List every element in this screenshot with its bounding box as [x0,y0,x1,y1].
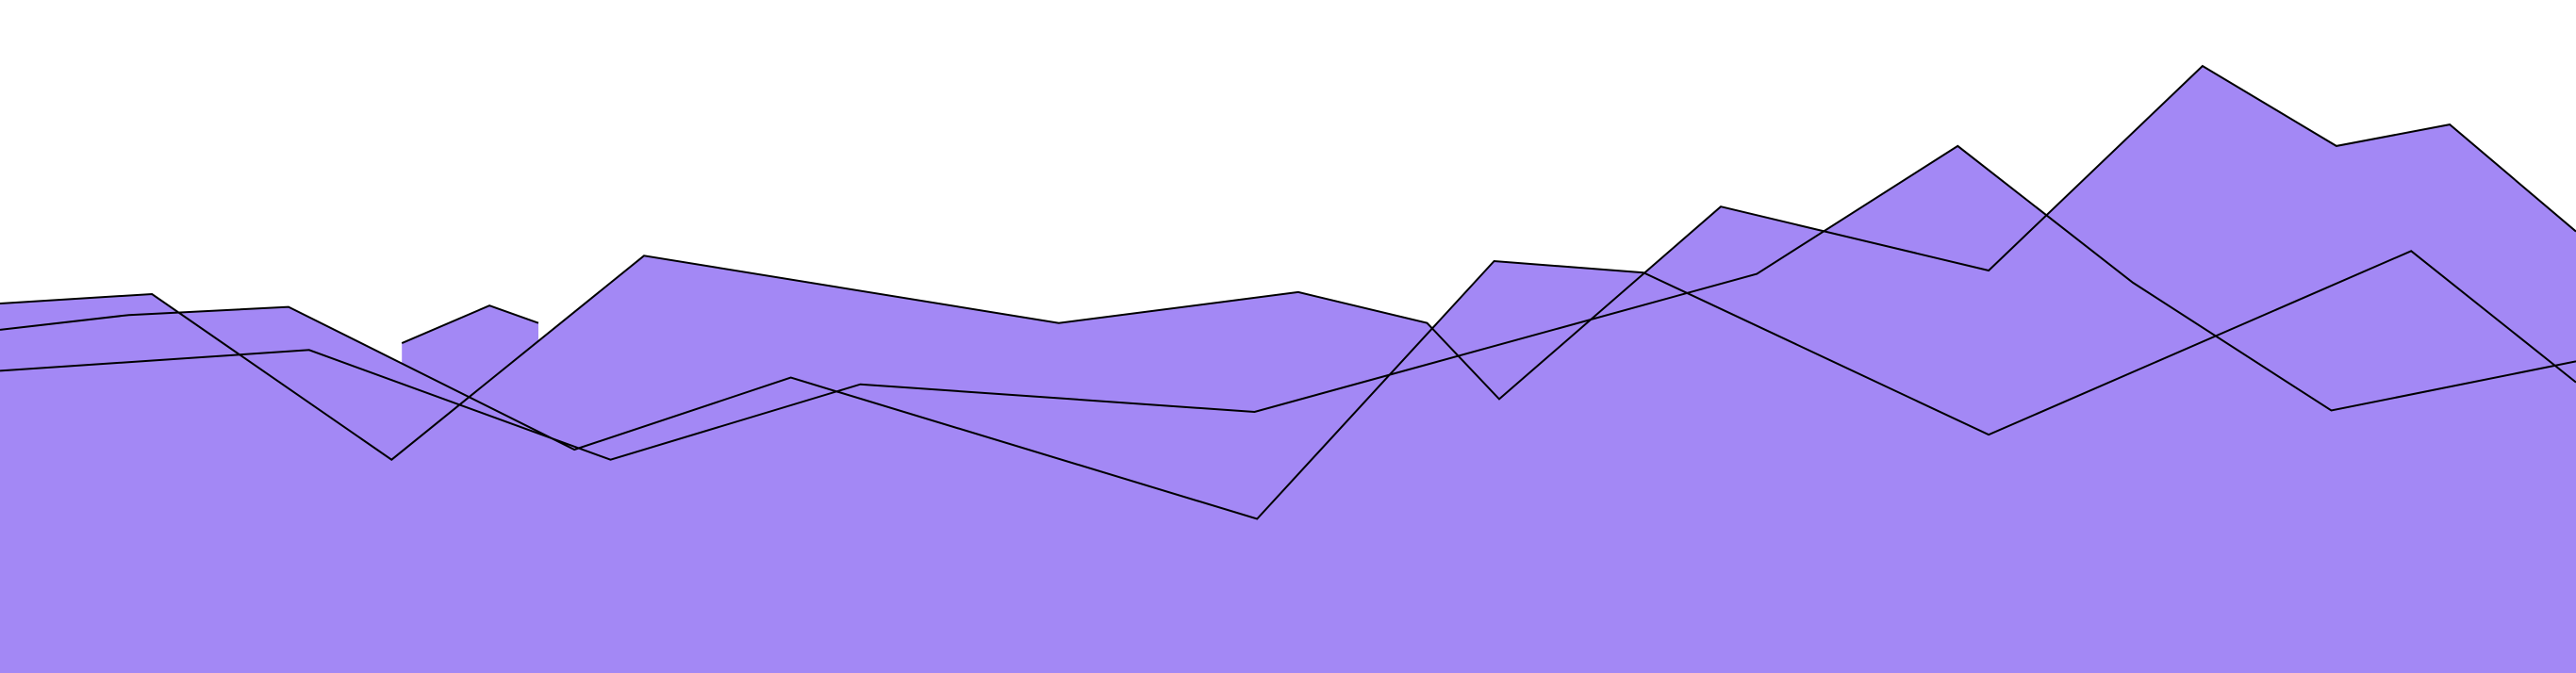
area-fill-series-4 [402,305,538,673]
series-line-2 [0,250,2576,520]
series-line-3 [0,144,2576,461]
area-fills [0,66,2576,673]
series-line-4 [401,304,539,345]
series-lines [0,64,2576,520]
series-line-1 [0,64,2576,461]
area-fill-series-3 [0,145,2576,673]
